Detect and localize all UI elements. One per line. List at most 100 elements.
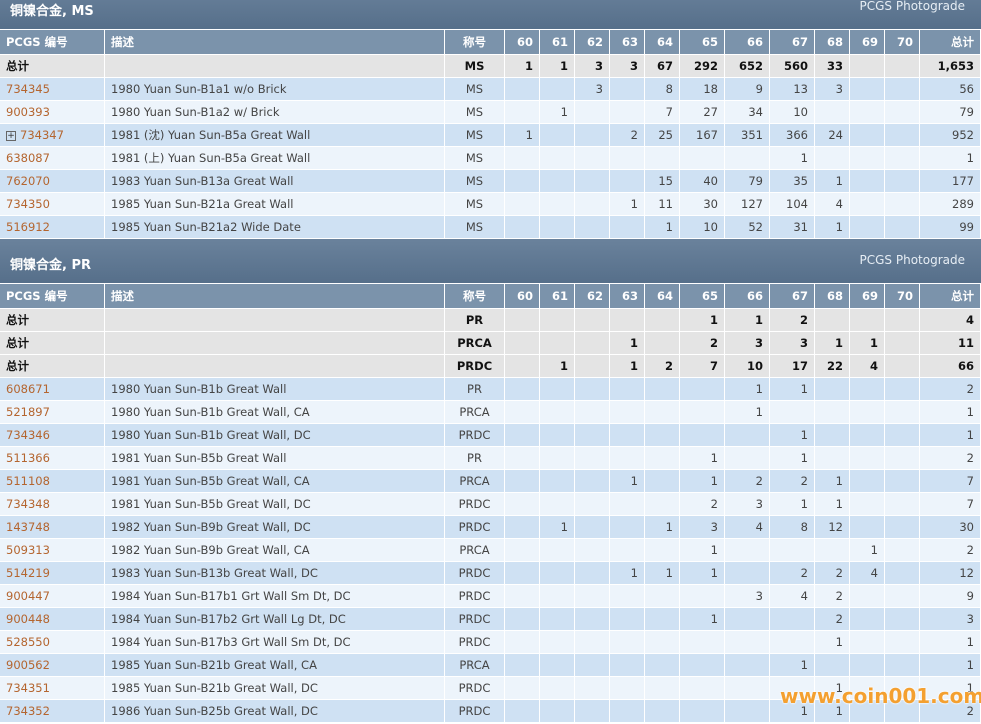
cell: MS xyxy=(445,147,505,170)
pcgs-link[interactable]: 900393 xyxy=(6,105,50,119)
cell: 30 xyxy=(920,516,981,539)
cell: 34 xyxy=(725,101,770,124)
pcgs-link[interactable]: 521897 xyxy=(6,405,50,419)
pcgs-link[interactable]: 511366 xyxy=(6,451,50,465)
pcgs-link[interactable]: 638087 xyxy=(6,151,50,165)
cell: 2 xyxy=(920,447,981,470)
column-header: 67 xyxy=(770,284,815,309)
cell xyxy=(540,562,575,585)
cell: 2 xyxy=(680,493,725,516)
cell xyxy=(575,447,610,470)
pcgs-link[interactable]: 734345 xyxy=(6,82,50,96)
total-row: 总计 MS 1 1 3 3 67 292 652 560 33 1,653 xyxy=(0,55,981,78)
pcgs-link[interactable]: 608671 xyxy=(6,382,50,396)
cell: 1 xyxy=(725,378,770,401)
cell xyxy=(610,424,645,447)
cell: 652 xyxy=(725,55,770,78)
cell: PR xyxy=(445,309,505,332)
cell: 13 xyxy=(770,78,815,101)
pcgs-number: 528550 xyxy=(0,631,105,654)
cell xyxy=(575,124,610,147)
total-label: 总计 xyxy=(0,355,105,378)
pcgs-link[interactable]: 900562 xyxy=(6,658,50,672)
photograde-link[interactable]: PCGS Photograde xyxy=(859,0,965,13)
cell xyxy=(575,654,610,677)
cell: 10 xyxy=(770,101,815,124)
cell: 3 xyxy=(575,78,610,101)
pcgs-link[interactable]: 900447 xyxy=(6,589,50,603)
cell: PRDC xyxy=(445,608,505,631)
cell: 1 xyxy=(610,332,645,355)
cell: 1 xyxy=(610,470,645,493)
cell xyxy=(610,677,645,700)
cell: 1,653 xyxy=(920,55,981,78)
cell xyxy=(850,424,885,447)
cell: 1 xyxy=(815,631,850,654)
pcgs-link[interactable]: 516912 xyxy=(6,220,50,234)
column-header: PCGS 编号 xyxy=(0,30,105,55)
cell: 1981 Yuan Sun-B5b Great Wall, DC xyxy=(105,493,445,516)
cell: 9 xyxy=(725,78,770,101)
cell: 1980 Yuan Sun-B1b Great Wall xyxy=(105,378,445,401)
cell xyxy=(540,470,575,493)
cell: MS xyxy=(445,170,505,193)
cell: 1 xyxy=(540,101,575,124)
cell: PR xyxy=(445,447,505,470)
pcgs-link[interactable]: 734346 xyxy=(6,428,50,442)
photograde-link[interactable]: PCGS Photograde xyxy=(859,253,965,267)
pcgs-link[interactable]: 734347 xyxy=(20,128,64,142)
cell xyxy=(505,516,540,539)
column-header: 66 xyxy=(725,30,770,55)
cell xyxy=(540,401,575,424)
column-header: 65 xyxy=(680,30,725,55)
expand-icon[interactable]: + xyxy=(6,130,16,141)
column-header: 称号 xyxy=(445,284,505,309)
cell xyxy=(540,700,575,723)
cell: 1 xyxy=(770,378,815,401)
pcgs-link[interactable]: 514219 xyxy=(6,566,50,580)
pcgs-link[interactable]: 511108 xyxy=(6,474,50,488)
pcgs-link[interactable]: 528550 xyxy=(6,635,50,649)
column-header: 66 xyxy=(725,284,770,309)
cell: 1 xyxy=(505,124,540,147)
cell: 8 xyxy=(645,78,680,101)
cell xyxy=(850,147,885,170)
cell xyxy=(505,585,540,608)
cell: 7 xyxy=(920,470,981,493)
cell: 366 xyxy=(770,124,815,147)
pcgs-link[interactable]: 734352 xyxy=(6,704,50,718)
cell xyxy=(505,332,540,355)
data-row: 521897 1980 Yuan Sun-B1b Great Wall, CA PR… xyxy=(0,401,981,424)
pcgs-link[interactable]: 734351 xyxy=(6,681,50,695)
cell xyxy=(575,516,610,539)
cell: 1 xyxy=(540,516,575,539)
cell xyxy=(885,401,920,424)
pcgs-link[interactable]: 900448 xyxy=(6,612,50,626)
cell xyxy=(505,700,540,723)
pcgs-link[interactable]: 143748 xyxy=(6,520,50,534)
pcgs-link[interactable]: 509313 xyxy=(6,543,50,557)
column-header: 62 xyxy=(575,30,610,55)
data-row: 734352 1986 Yuan Sun-B25b Great Wall, DC P… xyxy=(0,700,981,723)
cell: 7 xyxy=(645,101,680,124)
cell xyxy=(505,401,540,424)
cell xyxy=(105,355,445,378)
cell: MS xyxy=(445,55,505,78)
cell xyxy=(680,700,725,723)
cell xyxy=(575,401,610,424)
cell xyxy=(815,424,850,447)
pcgs-link[interactable]: 734350 xyxy=(6,197,50,211)
pcgs-link[interactable]: 762070 xyxy=(6,174,50,188)
cell: 52 xyxy=(725,216,770,239)
cell: 1 xyxy=(815,216,850,239)
cell: PRDC xyxy=(445,677,505,700)
pcgs-link[interactable]: 734348 xyxy=(6,497,50,511)
cell xyxy=(680,677,725,700)
cell: 9 xyxy=(920,585,981,608)
cell: 2 xyxy=(680,332,725,355)
cell xyxy=(540,424,575,447)
cell: 4 xyxy=(725,516,770,539)
cell xyxy=(645,677,680,700)
cell xyxy=(610,378,645,401)
cell xyxy=(105,332,445,355)
